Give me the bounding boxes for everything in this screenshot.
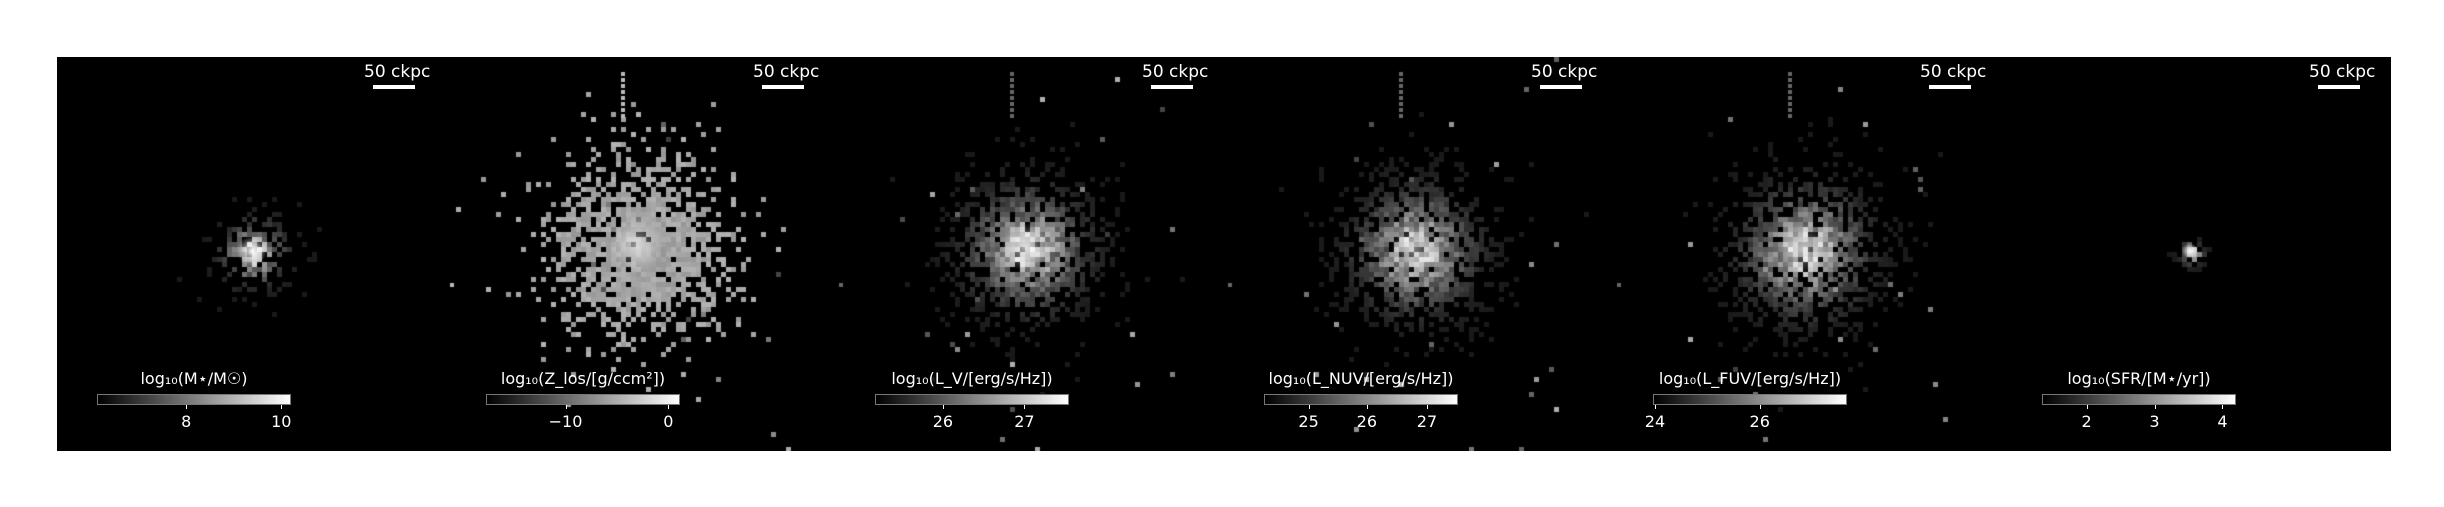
colorbar-title: log₁₀(L_NUV/[erg/s/Hz]) <box>1268 369 1454 388</box>
colorbar-tick <box>2222 405 2224 409</box>
colorbar <box>2042 394 2236 405</box>
colorbar-ticks: 25 26 27 <box>1264 405 1458 435</box>
scale-bar-line <box>1540 85 1582 89</box>
colorbar <box>97 394 291 405</box>
colorbar-tick <box>1308 405 1310 409</box>
colorbar <box>875 394 1069 405</box>
colorbar-title: log₁₀(SFR/[M⋆/yr]) <box>2067 369 2211 388</box>
fuv-luminosity-map <box>1613 57 2002 451</box>
panel-fuv-luminosity: 50 ckpc log₁₀(L_FUV/[erg/s/Hz]) 24 26 <box>1613 57 2002 451</box>
scale-bar-label: 50 ckpc <box>1920 62 1987 82</box>
colorbar-tick <box>565 405 567 409</box>
image-strip: 50 ckpc log₁₀(M⋆/M☉) 8 10 50 ckpc log₁₀(Z… <box>57 57 2391 451</box>
v-band-luminosity-map <box>835 57 1224 451</box>
colorbar-tick <box>1366 405 1368 409</box>
colorbar-title: log₁₀(L_V/[erg/s/Hz]) <box>891 369 1053 388</box>
panel-star-formation-rate: 50 ckpc log₁₀(SFR/[M⋆/yr]) 2 3 4 <box>2002 57 2391 451</box>
colorbar-tick <box>942 405 944 409</box>
colorbar-tick-label: 26 <box>932 412 954 431</box>
stellar-mass-map <box>57 57 446 451</box>
colorbar-tick <box>668 405 670 409</box>
colorbar-tick <box>186 405 188 409</box>
colorbar-tick <box>1654 405 1656 409</box>
colorbar-title: log₁₀(M⋆/M☉) <box>140 369 248 388</box>
colorbar-tick-label: 10 <box>271 412 292 431</box>
colorbar-ticks: 26 27 <box>875 405 1069 435</box>
colorbar-tick <box>2154 405 2156 409</box>
scale-bar: 50 ckpc <box>1920 62 1987 89</box>
colorbar-ticks: 2 3 4 <box>2042 405 2236 435</box>
colorbar-tick <box>1426 405 1428 409</box>
colorbar-title: log₁₀(L_FUV/[erg/s/Hz]) <box>1658 369 1842 388</box>
scale-bar-label: 50 ckpc <box>364 62 431 82</box>
panel-v-band-luminosity: 50 ckpc log₁₀(L_V/[erg/s/Hz]) 26 27 <box>835 57 1224 451</box>
scale-bar: 50 ckpc <box>1531 62 1598 89</box>
scale-bar-line <box>1151 85 1193 89</box>
scale-bar: 50 ckpc <box>753 62 820 89</box>
scale-bar-line <box>2318 85 2360 89</box>
colorbar-tick-label: 26 <box>1356 412 1377 431</box>
scale-bar-label: 50 ckpc <box>2309 62 2376 82</box>
colorbar-ticks: 8 10 <box>97 405 291 435</box>
scale-bar-label: 50 ckpc <box>753 62 820 82</box>
colorbar <box>1264 394 1458 405</box>
scale-bar-label: 50 ckpc <box>1142 62 1209 82</box>
colorbar-tick <box>1024 405 1026 409</box>
colorbar <box>1653 394 1847 405</box>
panel-nuv-luminosity: 50 ckpc log₁₀(L_NUV/[erg/s/Hz]) 25 26 27 <box>1224 57 1613 451</box>
colorbar-tick-label: −10 <box>548 412 583 431</box>
panel-stellar-mass: 50 ckpc log₁₀(M⋆/M☉) 8 10 <box>57 57 446 451</box>
colorbar-tick-label: 25 <box>1298 412 1319 431</box>
colorbar-ticks: 24 26 <box>1645 405 1847 435</box>
metallicity-map <box>446 57 835 451</box>
colorbar-tick-label: 4 <box>2217 412 2228 431</box>
nuv-luminosity-map <box>1224 57 1613 451</box>
scale-bar-line <box>373 85 415 89</box>
colorbar-tick <box>1759 405 1761 409</box>
colorbar-tick <box>2086 405 2088 409</box>
colorbar-tick-label: 8 <box>181 412 192 431</box>
scale-bar-line <box>762 85 804 89</box>
panel-metallicity: 50 ckpc log₁₀(Z_los/[g/ccm²]) −10 0 <box>446 57 835 451</box>
scale-bar: 50 ckpc <box>2309 62 2376 89</box>
scale-bar-label: 50 ckpc <box>1531 62 1598 82</box>
colorbar-tick-label: 27 <box>1014 412 1035 431</box>
star-formation-rate-map <box>2002 57 2391 451</box>
colorbar-tick-label: 2 <box>2081 412 2092 431</box>
scale-bar: 50 ckpc <box>364 62 431 89</box>
colorbar-tick <box>281 405 283 409</box>
colorbar-title: log₁₀(Z_los/[g/ccm²]) <box>500 369 666 388</box>
colorbar-ticks: −10 0 <box>486 405 680 435</box>
colorbar <box>486 394 680 405</box>
colorbar-tick-label: 0 <box>663 412 674 431</box>
scale-bar-line <box>1929 85 1971 89</box>
colorbar-tick-label: 3 <box>2149 412 2160 431</box>
colorbar-tick-label: 24 <box>1644 412 1666 431</box>
scale-bar: 50 ckpc <box>1142 62 1209 89</box>
colorbar-tick-label: 27 <box>1416 412 1438 431</box>
colorbar-tick-label: 26 <box>1749 412 1770 431</box>
